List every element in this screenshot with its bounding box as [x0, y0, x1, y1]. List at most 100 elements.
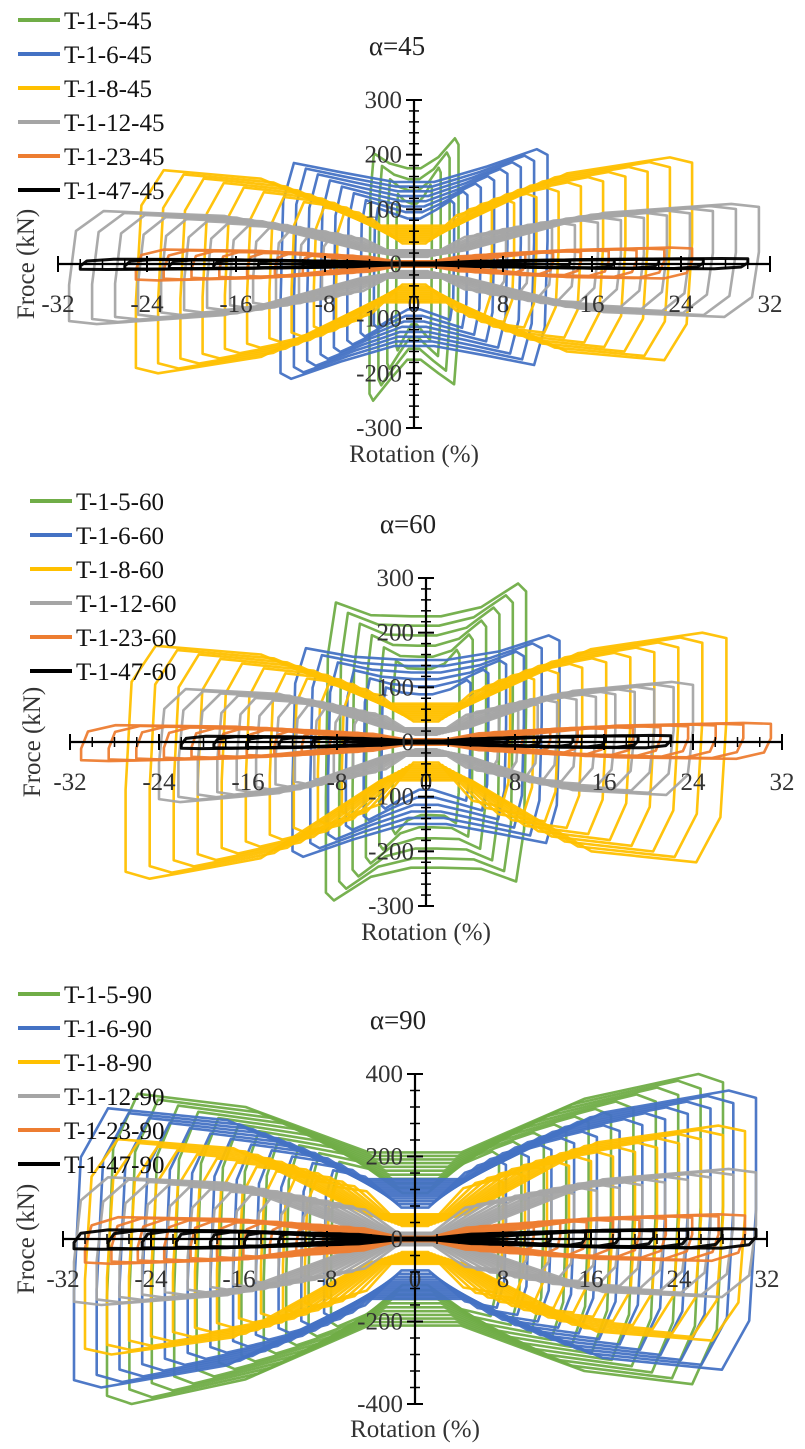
x-tick-label: -32	[46, 1266, 79, 1293]
hysteresis-loop	[245, 181, 583, 349]
hysteresis-loop	[309, 642, 543, 850]
legend-label: T-1-47-90	[64, 1152, 164, 1179]
x-tick-label: 16	[580, 291, 605, 318]
hysteresis-loop	[205, 216, 623, 312]
hysteresis-loop	[346, 182, 483, 346]
y-tick-label: -100	[368, 784, 414, 811]
legend-label: T-1-12-90	[64, 1084, 164, 1111]
legend-label: T-1-23-90	[64, 1118, 164, 1145]
legend: T-1-5-45 T-1-6-45 T-1-8-45 T-1-12-45 T-1-23-…	[18, 8, 164, 205]
hysteresis-loop	[79, 721, 773, 763]
x-tick-label: 24	[669, 291, 695, 318]
hysteresis-loop	[136, 209, 692, 319]
hysteresis-loop	[159, 211, 669, 317]
x-tick-label: -32	[53, 769, 86, 796]
x-tick-label: -24	[142, 769, 176, 796]
legend-label: T-1-8-45	[64, 76, 152, 103]
y-tick-label: -200	[356, 360, 402, 387]
y-tick-label: -300	[356, 415, 402, 442]
hysteresis-loop	[186, 1181, 644, 1294]
legend-label: T-1-5-90	[64, 982, 152, 1009]
hysteresis-loop	[237, 1155, 593, 1324]
legend-item: T-1-5-90	[18, 982, 152, 1009]
legend-label: T-1-6-60	[76, 523, 164, 550]
hysteresis-loop	[148, 636, 704, 874]
y-tick-label: 100	[365, 196, 403, 223]
legend: T-1-5-90 T-1-6-90 T-1-8-90 T-1-12-90 T-1-23-…	[18, 982, 164, 1179]
legend-item: T-1-12-60	[30, 591, 176, 618]
y-axis-label: Froce (kN)	[13, 1184, 40, 1294]
hysteresis-loop	[67, 202, 761, 326]
hysteresis-loop	[320, 231, 508, 297]
legend-item: T-1-8-90	[18, 1050, 152, 1077]
hysteresis-loop	[177, 683, 675, 801]
hysteresis-loop	[179, 165, 649, 365]
legend-label: T-1-23-60	[76, 625, 176, 652]
x-tick-label: 8	[509, 769, 522, 796]
hysteresis-loop	[362, 668, 490, 822]
hysteresis-loop	[328, 730, 524, 754]
x-tick-label: 16	[592, 769, 617, 796]
x-tick-label: 0	[408, 291, 421, 318]
chart-panel-alpha-90: -32 -24 -16 -8 0 8 16 24 32-400-2000200400α=90Ro…	[13, 982, 780, 1443]
hysteresis-loop	[72, 1227, 758, 1251]
hysteresis-loop	[157, 680, 695, 804]
legend-label: T-1-8-60	[76, 557, 164, 584]
hysteresis-loop	[268, 1221, 562, 1257]
legend-label: T-1-12-60	[76, 591, 176, 618]
hysteresis-loop	[324, 582, 528, 902]
chart-title: α=60	[380, 509, 436, 539]
series-T-1-23-60	[79, 721, 773, 763]
legend-item: T-1-6-45	[18, 42, 152, 69]
hysteresis-loop	[332, 174, 496, 354]
legend-item: T-1-12-90	[18, 1084, 164, 1111]
legend-label: T-1-6-45	[64, 42, 152, 69]
hysteresis-loop	[223, 175, 605, 355]
series-T-1-8-45	[134, 156, 694, 375]
x-tick-label: 8	[497, 1266, 510, 1293]
chart-panel-alpha-45: -32 -24 -16 -8 0 8 16 24 32-300-200-100010020030…	[13, 8, 783, 468]
hysteresis-loop	[124, 631, 728, 880]
hysteresis-loop	[294, 1222, 536, 1256]
legend-item: T-1-47-45	[18, 178, 164, 205]
legend-item: T-1-23-90	[18, 1118, 164, 1145]
legend-label: T-1-6-90	[64, 1016, 152, 1043]
y-tick-label: -100	[356, 306, 402, 333]
y-axis-label: Froce (kN)	[13, 209, 40, 319]
x-tick-label: -16	[231, 769, 264, 796]
hysteresis-loop	[118, 1172, 712, 1302]
x-tick-label: -8	[315, 291, 336, 318]
hysteresis-loop	[171, 1141, 659, 1339]
x-tick-label: -16	[219, 291, 252, 318]
x-tick-label: 16	[579, 1266, 604, 1293]
hysteresis-loop	[312, 198, 516, 332]
y-tick-label: 0	[390, 251, 403, 278]
legend-item: T-1-47-90	[18, 1152, 164, 1179]
hysteresis-loop	[113, 207, 715, 321]
legend-item: T-1-47-60	[30, 659, 176, 686]
x-tick-label: -8	[317, 1266, 338, 1293]
legend-item: T-1-5-45	[18, 8, 152, 35]
y-tick-label: 300	[377, 565, 415, 592]
x-tick-label: 32	[770, 769, 795, 796]
hysteresis-loop	[196, 685, 656, 799]
chart-title: α=90	[370, 1005, 426, 1035]
y-tick-label: 300	[365, 87, 403, 114]
hysteresis-loop	[380, 678, 472, 810]
hysteresis-loop	[201, 170, 627, 360]
y-tick-label: 0	[402, 729, 415, 756]
hysteresis-loop	[268, 186, 560, 344]
x-tick-label: 8	[497, 291, 510, 318]
hysteresis-loop	[182, 214, 646, 314]
x-tick-label: -16	[222, 1266, 255, 1293]
legend-label: T-1-5-60	[76, 489, 164, 516]
x-axis-label: Rotation (%)	[349, 441, 479, 468]
legend-item: T-1-23-60	[30, 625, 176, 652]
series-T-1-47-90	[72, 1227, 758, 1251]
hysteresis-loop	[377, 151, 451, 387]
legend-item: T-1-5-60	[30, 489, 164, 516]
legend-item: T-1-23-45	[18, 144, 164, 171]
legend-label: T-1-23-45	[64, 144, 164, 171]
x-axis-label: Rotation (%)	[350, 1416, 480, 1443]
hysteresis-loop	[90, 204, 738, 324]
